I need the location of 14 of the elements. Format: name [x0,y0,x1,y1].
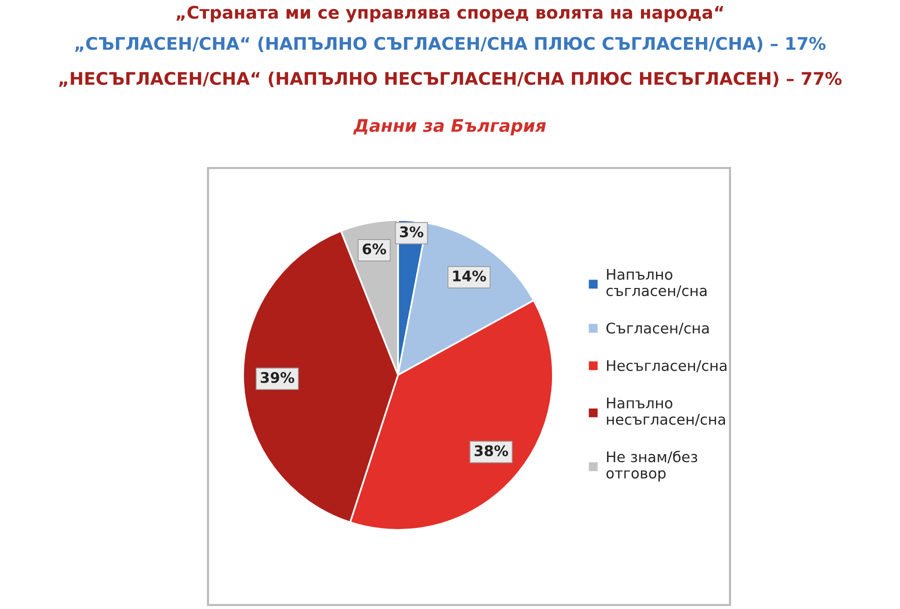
legend-label: Напълно несъгласен/сна [606,398,725,426]
data-label: 3% [400,226,424,238]
data-label: 39% [260,372,294,384]
chart-subtitle: „СЪГЛАСЕН/СНА“ (НАПЪЛНО СЪГЛАСЕН/СНА ПЛЮС СЪГЛАСЕН/СНА) – 17% [75,36,826,52]
data-label: 38% [474,445,508,456]
data-label: 6% [362,243,386,254]
text: Данни за България [353,119,546,136]
chart-title: „Страната ми се управлява според волята на народа“ [176,6,724,22]
data-label: 14% [453,270,486,282]
text: „НЕСЪГЛАСЕН/СНА“ (НАПЪЛНО НЕСЪГЛАСЕН/СНА ПЛЮС НЕСЪГЛАСЕН) – 77% [59,72,842,88]
legend-label: Съгласен/сна [606,322,709,335]
legend-label: Несъгласен/сна [607,360,726,372]
legend-label: Напълно съгласен/сна [606,269,706,298]
legend-label: Не знам/без отговор [606,450,698,482]
